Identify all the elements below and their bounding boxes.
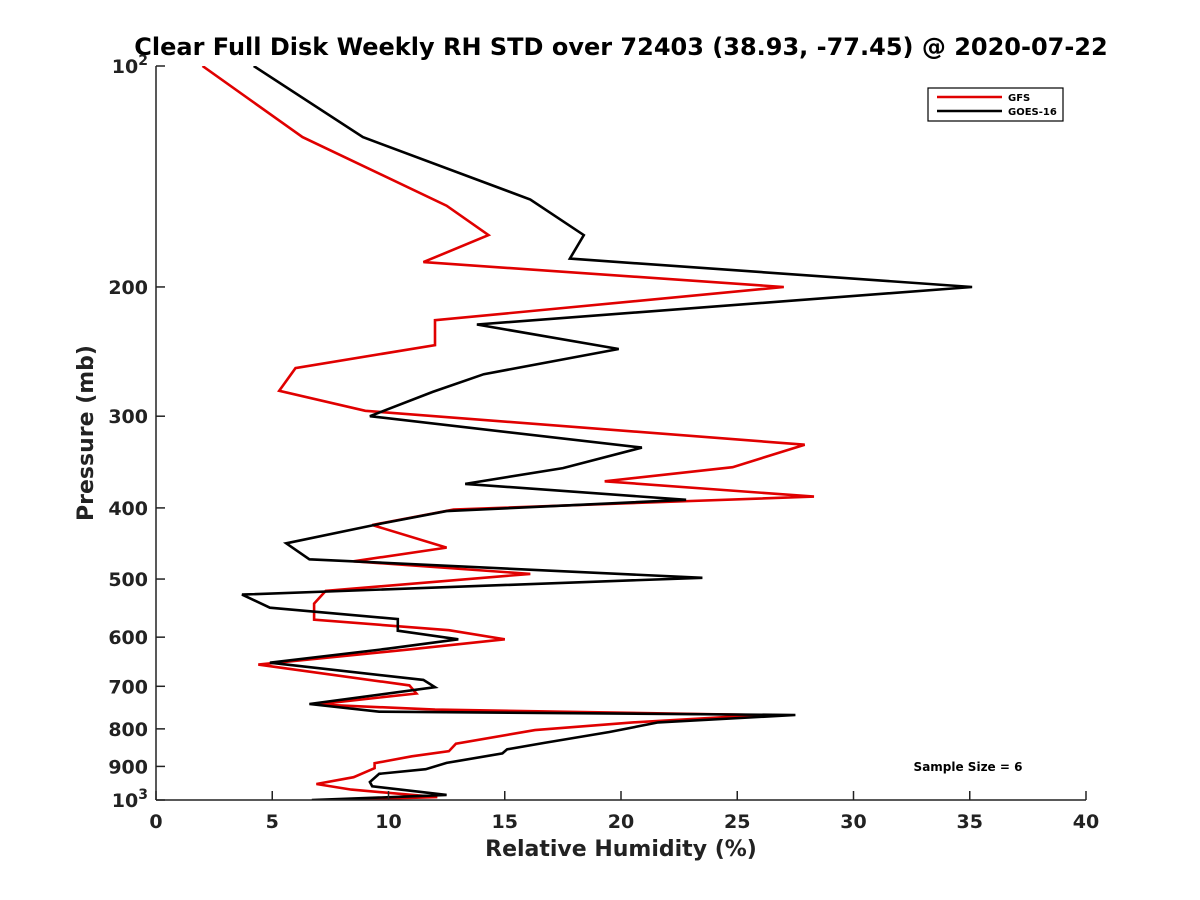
series-layer	[201, 66, 973, 800]
chart-title: Clear Full Disk Weekly RH STD over 72403…	[134, 33, 1107, 61]
sample-size-annotation: Sample Size = 6	[914, 760, 1023, 774]
y-tick-label: 103	[112, 787, 148, 812]
y-ticks: 102 200 300 400 500 600 700 800 900 103	[108, 53, 165, 812]
x-tick-label: 40	[1073, 811, 1099, 833]
x-tick-label: 10	[375, 811, 401, 833]
legend-label: GFS	[1008, 93, 1030, 104]
y-tick-label: 900	[108, 756, 148, 778]
y-tick-label: 200	[108, 277, 148, 299]
x-tick-label: 5	[266, 811, 279, 833]
legend-box	[927, 87, 1064, 122]
y-tick-label: 800	[108, 719, 148, 741]
plot-area	[156, 66, 1086, 800]
y-axis-label: Pressure (mb)	[74, 345, 99, 521]
y-tick-label: 400	[108, 498, 148, 520]
x-tick-label: 0	[149, 811, 162, 833]
y-tick-label: 600	[108, 627, 148, 649]
x-axis-label: Relative Humidity (%)	[485, 837, 757, 862]
y-tick-label: 102	[112, 53, 148, 78]
x-ticks: 0 5 10 15 20 25 30 35 40	[149, 791, 1099, 833]
x-tick-label: 15	[492, 811, 518, 833]
legend: GFS GOES-16	[927, 87, 1064, 122]
y-tick-label: 700	[108, 676, 148, 698]
y-tick-label: 500	[108, 569, 148, 591]
x-tick-label: 25	[724, 811, 750, 833]
x-tick-label: 30	[840, 811, 866, 833]
series-line-goes-16	[241, 66, 973, 800]
y-tick-label: 300	[108, 406, 148, 428]
x-tick-label: 20	[608, 811, 634, 833]
legend-label: GOES-16	[1008, 107, 1057, 118]
x-tick-label: 35	[957, 811, 983, 833]
